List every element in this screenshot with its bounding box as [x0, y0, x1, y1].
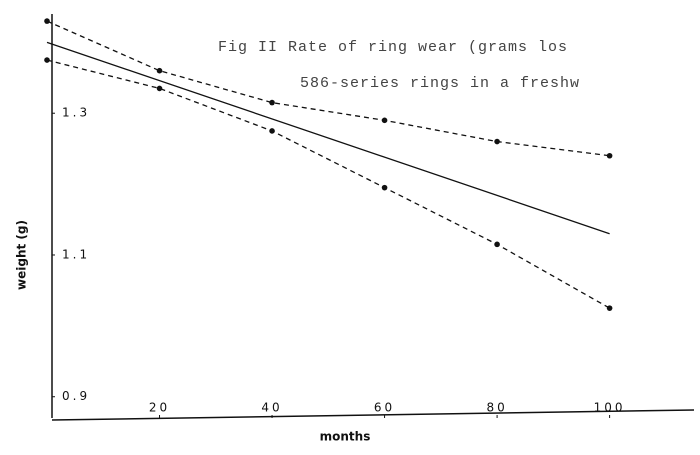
x-axis: [51, 409, 695, 421]
x-tick-label: 60: [374, 401, 395, 415]
point: [44, 18, 50, 24]
x-tick-label: 40: [261, 401, 282, 415]
y-axis-label: weight (g): [15, 220, 29, 290]
chart-subtitle: 586-series rings in a freshw: [300, 75, 580, 92]
point: [269, 99, 275, 106]
point: [156, 67, 163, 74]
point: [269, 128, 275, 134]
point: [44, 57, 50, 63]
series-line: [46, 20, 610, 157]
point: [381, 184, 388, 191]
point: [156, 85, 163, 92]
series-line: [46, 59, 610, 309]
x-axis-label: months: [320, 430, 371, 444]
series-line: [46, 41, 610, 235]
x-tick-label: 20: [149, 401, 170, 415]
point: [606, 305, 613, 311]
x-tick-label: 80: [486, 401, 507, 415]
point: [494, 138, 500, 145]
y-tick-label: 0.9: [62, 389, 90, 403]
point: [494, 241, 500, 248]
y-tick-label: 1.1: [62, 247, 90, 261]
point: [606, 152, 613, 159]
x-tick-label: 100: [594, 401, 626, 415]
y-tick-label: 1.3: [62, 106, 90, 120]
chart-title: Fig II Rate of ring wear (grams los: [218, 39, 568, 56]
point: [381, 117, 388, 124]
